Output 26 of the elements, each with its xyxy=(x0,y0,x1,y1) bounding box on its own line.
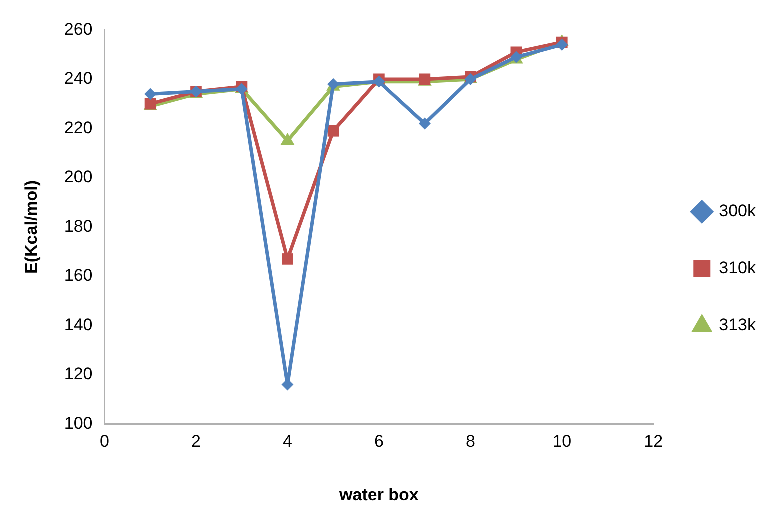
x-tick-label: 10 xyxy=(552,432,572,452)
point xyxy=(556,38,568,51)
legend-label: 310k xyxy=(719,258,756,278)
x-tick-label: 6 xyxy=(374,432,384,452)
point xyxy=(144,88,157,100)
x-tick-label: 8 xyxy=(466,432,476,452)
point xyxy=(282,254,294,265)
x-tick-label: 12 xyxy=(644,432,664,452)
point xyxy=(418,118,431,130)
x-axis-title: water box xyxy=(338,485,420,504)
y-tick-label: 140 xyxy=(64,315,93,334)
x-tick-label: 0 xyxy=(100,432,110,452)
y-tick-label: 180 xyxy=(64,216,93,236)
y-tick-label: 200 xyxy=(64,168,93,187)
point xyxy=(328,126,340,137)
y-tick-label: 120 xyxy=(64,364,93,384)
y-axis-title: E(Kcal/mol) xyxy=(22,180,41,274)
y-tick-label: 220 xyxy=(64,118,93,138)
y-tick-label: 240 xyxy=(64,69,93,88)
y-tick-label: 160 xyxy=(64,266,93,286)
y-tick-label: 100 xyxy=(64,414,93,433)
x-tick-label: 2 xyxy=(192,432,201,452)
x-tick-label: 4 xyxy=(282,432,292,452)
y-tick-label: 260 xyxy=(64,20,93,39)
legend-label: 313k xyxy=(719,316,756,335)
legend-label: 300k xyxy=(719,202,756,221)
